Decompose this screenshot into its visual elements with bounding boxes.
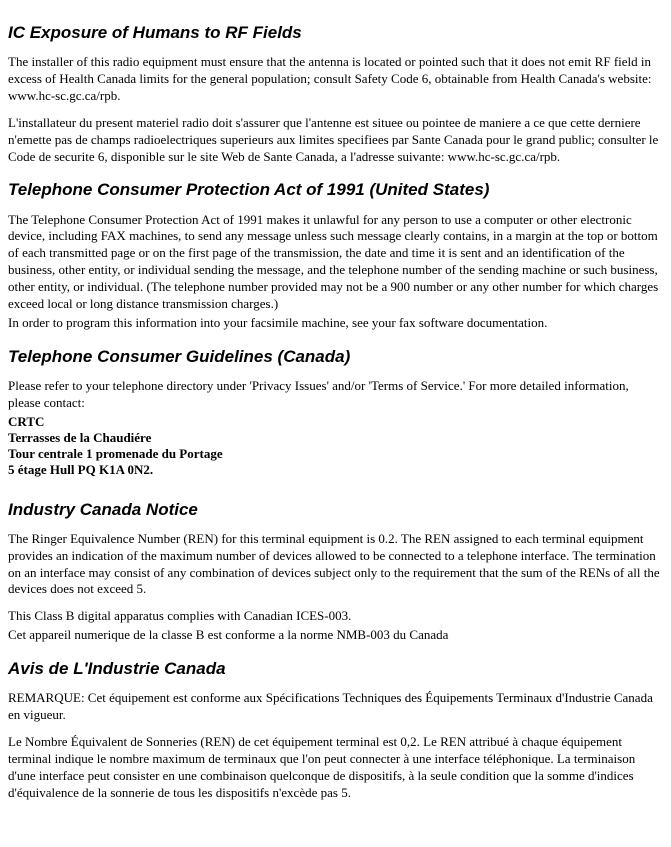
paragraph: The Ringer Equivalence Number (REN) for … [8,531,663,599]
heading-tcg-canada: Telephone Consumer Guidelines (Canada) [8,346,663,368]
paragraph: REMARQUE: Cet équipement est conforme au… [8,690,663,724]
paragraph: Cet appareil numerique de la classe B es… [8,627,663,644]
address-line: Tour centrale 1 promenade du Portage [8,446,663,462]
paragraph: In order to program this information int… [8,315,663,332]
paragraph: Please refer to your telephone directory… [8,378,663,412]
address-line: 5 étage Hull PQ K1A 0N2. [8,462,663,478]
heading-ic-exposure: IC Exposure of Humans to RF Fields [8,22,663,44]
heading-avis-industrie-canada: Avis de L'Industrie Canada [8,658,663,680]
paragraph: The Telephone Consumer Protection Act of… [8,212,663,313]
paragraph: Le Nombre Équivalent de Sonneries (REN) … [8,734,663,802]
paragraph: L'installateur du present materiel radio… [8,115,663,166]
contact-address: CRTC Terrasses de la Chaudiére Tour cent… [8,414,663,479]
paragraph: This Class B digital apparatus complies … [8,608,663,625]
heading-tcpa-us: Telephone Consumer Protection Act of 199… [8,179,663,201]
address-line: Terrasses de la Chaudiére [8,430,663,446]
address-line: CRTC [8,414,663,430]
heading-industry-canada: Industry Canada Notice [8,499,663,521]
paragraph: The installer of this radio equipment mu… [8,54,663,105]
